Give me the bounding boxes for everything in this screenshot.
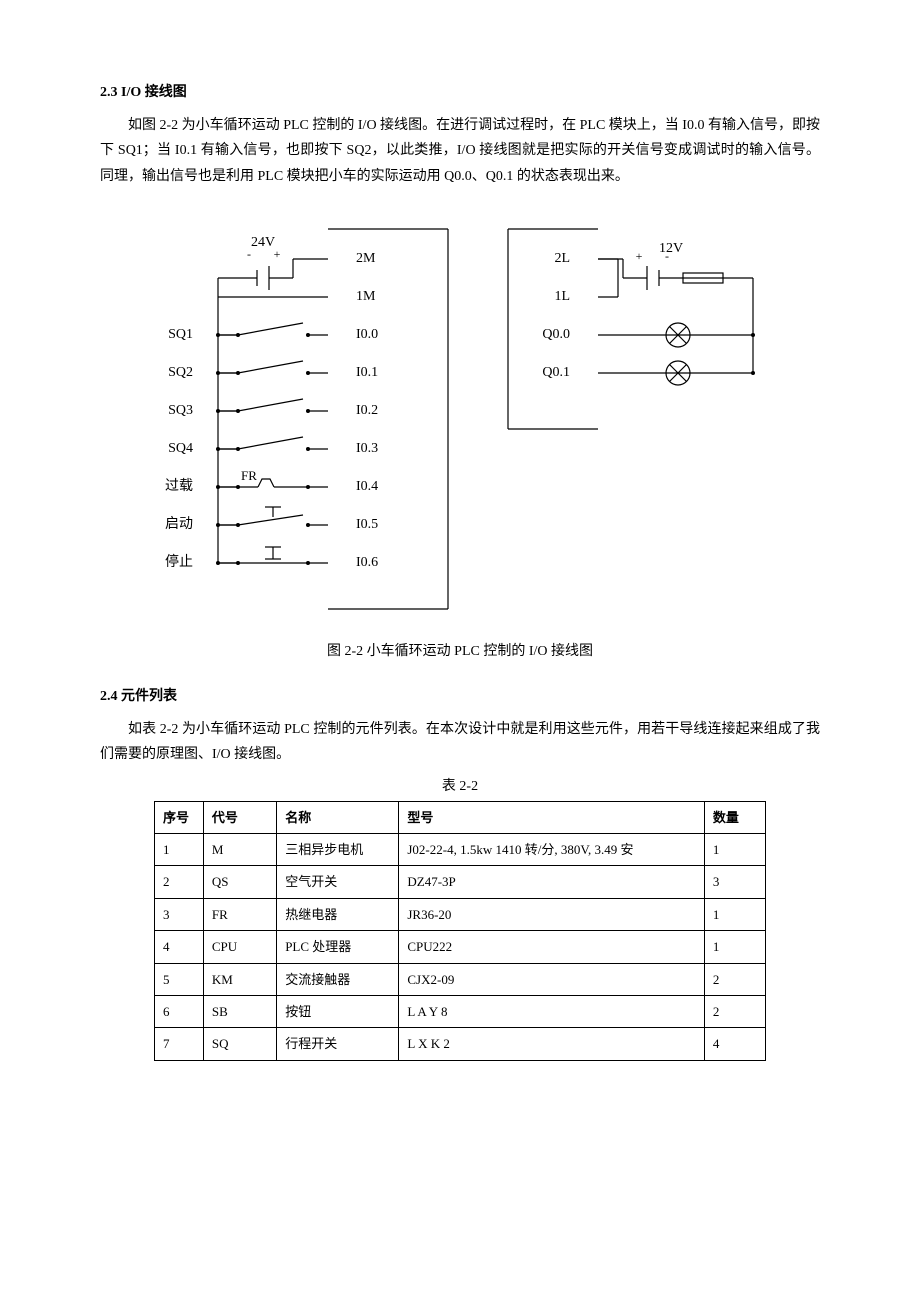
table-cell: JR36-20 xyxy=(399,898,705,930)
svg-text:12V: 12V xyxy=(658,241,682,256)
table-cell: M xyxy=(203,834,276,866)
output-block-svg: 2L 1L 12V + - Q0.0 Q0.1 xyxy=(498,209,768,449)
table-cell: J02-22-4, 1.5kw 1410 转/分, 380V, 3.49 安 xyxy=(399,834,705,866)
svg-text:1L: 1L xyxy=(554,289,570,304)
svg-text:24V: 24V xyxy=(250,235,274,250)
table-cell: 6 xyxy=(155,996,204,1028)
table-cell: 4 xyxy=(155,931,204,963)
svg-text:-: - xyxy=(247,247,251,261)
svg-text:I0.4: I0.4 xyxy=(356,479,378,494)
table-cell: CJX2-09 xyxy=(399,963,705,995)
svg-text:I0.2: I0.2 xyxy=(356,403,378,418)
svg-text:FR: FR xyxy=(241,468,257,483)
svg-text:I0.1: I0.1 xyxy=(356,365,378,380)
table-cell: SB xyxy=(203,996,276,1028)
svg-text:I0.5: I0.5 xyxy=(356,517,378,532)
table-row: 4CPUPLC 处理器CPU2221 xyxy=(155,931,766,963)
svg-text:I0.6: I0.6 xyxy=(356,555,378,570)
table-cell: 5 xyxy=(155,963,204,995)
table-row: 6SB按钮L A Y 82 xyxy=(155,996,766,1028)
section-2-4-paragraph: 如表 2-2 为小车循环运动 PLC 控制的元件列表。在本次设计中就是利用这些元… xyxy=(100,717,820,767)
table-cell: 空气开关 xyxy=(277,866,399,898)
svg-text:-: - xyxy=(665,249,669,263)
table-header-cell: 数量 xyxy=(704,801,765,833)
table-cell: 三相异步电机 xyxy=(277,834,399,866)
table-cell: 3 xyxy=(155,898,204,930)
svg-text:Q0.0: Q0.0 xyxy=(542,327,570,342)
svg-text:过载: 过载 xyxy=(165,478,193,494)
table-row: 3FR热继电器JR36-201 xyxy=(155,898,766,930)
table-cell: 3 xyxy=(704,866,765,898)
table-cell: KM xyxy=(203,963,276,995)
svg-text:SQ4: SQ4 xyxy=(168,441,193,456)
table-cell: QS xyxy=(203,866,276,898)
table-cell: SQ xyxy=(203,1028,276,1060)
table-header-cell: 名称 xyxy=(277,801,399,833)
table-cell: 1 xyxy=(704,834,765,866)
table-cell: 4 xyxy=(704,1028,765,1060)
table-header-cell: 代号 xyxy=(203,801,276,833)
svg-text:I0.3: I0.3 xyxy=(356,441,378,456)
table-cell: CPU xyxy=(203,931,276,963)
table-cell: L A Y 8 xyxy=(399,996,705,1028)
svg-text:停止: 停止 xyxy=(165,553,193,570)
table-header-cell: 型号 xyxy=(399,801,705,833)
table-cell: L X K 2 xyxy=(399,1028,705,1060)
svg-text:1M: 1M xyxy=(356,289,376,304)
input-block-svg: 24V- +2M 1M SQ1 I0.0 SQ2 I0.1 SQ3 I0.2 SQ4 I0.3 过载 I… xyxy=(153,209,458,629)
table-row: 1M三相异步电机J02-22-4, 1.5kw 1410 转/分, 380V, … xyxy=(155,834,766,866)
table-cell: 1 xyxy=(704,931,765,963)
table-cell: 2 xyxy=(155,866,204,898)
table-cell: 2 xyxy=(704,996,765,1028)
svg-text:2L: 2L xyxy=(554,251,570,266)
table-cell: 行程开关 xyxy=(277,1028,399,1060)
table-cell: DZ47-3P xyxy=(399,866,705,898)
table-header-cell: 序号 xyxy=(155,801,204,833)
component-table: 序号代号名称型号数量 1M三相异步电机J02-22-4, 1.5kw 1410 … xyxy=(154,801,766,1061)
table-cell: PLC 处理器 xyxy=(277,931,399,963)
section-2-4-title: 2.4 元件列表 xyxy=(100,684,820,709)
svg-text:Q0.1: Q0.1 xyxy=(542,365,570,380)
svg-text:SQ1: SQ1 xyxy=(168,327,193,342)
svg-text:启动: 启动 xyxy=(165,516,193,532)
svg-text:+: + xyxy=(635,249,642,263)
table-caption: 表 2-2 xyxy=(100,774,820,799)
table-cell: CPU222 xyxy=(399,931,705,963)
table-cell: FR xyxy=(203,898,276,930)
table-row: 7SQ行程开关L X K 24 xyxy=(155,1028,766,1060)
svg-text:SQ2: SQ2 xyxy=(168,365,193,380)
figure-caption: 图 2-2 小车循环运动 PLC 控制的 I/O 接线图 xyxy=(100,639,820,664)
table-cell: 1 xyxy=(704,898,765,930)
table-cell: 热继电器 xyxy=(277,898,399,930)
table-row: 5KM交流接触器CJX2-092 xyxy=(155,963,766,995)
svg-text:+: + xyxy=(273,247,280,261)
table-cell: 1 xyxy=(155,834,204,866)
table-cell: 交流接触器 xyxy=(277,963,399,995)
svg-text:2M: 2M xyxy=(356,251,376,266)
table-row: 2QS空气开关DZ47-3P3 xyxy=(155,866,766,898)
section-2-3-paragraph: 如图 2-2 为小车循环运动 PLC 控制的 I/O 接线图。在进行调试过程时，… xyxy=(100,113,820,189)
section-2-3-title: 2.3 I/O 接线图 xyxy=(100,80,820,105)
table-cell: 7 xyxy=(155,1028,204,1060)
table-cell: 按钮 xyxy=(277,996,399,1028)
io-wiring-diagram: 24V-+2M1MSQ1I0.0SQ2I0.1SQ3I0.2SQ4I0.3过载I… xyxy=(100,209,820,629)
table-cell: 2 xyxy=(704,963,765,995)
svg-text:SQ3: SQ3 xyxy=(168,403,193,418)
svg-text:I0.0: I0.0 xyxy=(356,327,378,342)
